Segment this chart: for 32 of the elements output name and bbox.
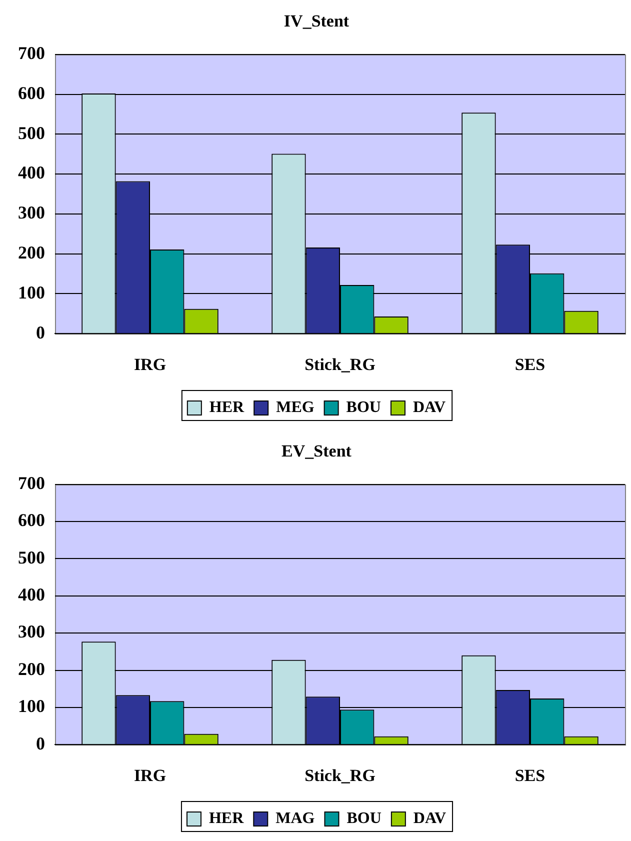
- legend-label: BOU: [346, 810, 382, 828]
- legend-label: BOU: [346, 399, 382, 416]
- y-tick-label: 300: [18, 622, 45, 642]
- x-tick-label: SES: [514, 355, 546, 374]
- y-tick-label: 400: [18, 162, 45, 183]
- x-tick-label: SES: [514, 766, 546, 786]
- legend-label: MEG: [276, 399, 315, 416]
- chart-title: EV_Stent: [282, 442, 352, 461]
- x-tick-label: IRG: [134, 766, 166, 786]
- y-tick-label: 0: [36, 322, 45, 342]
- y-tick-label: 200: [18, 658, 45, 679]
- legend-label: MAG: [276, 810, 316, 828]
- y-tick-label: 0: [36, 733, 45, 754]
- y-tick-label: 600: [18, 510, 45, 530]
- x-tick-label: Stick_RG: [304, 355, 376, 374]
- chart-title: IV_Stent: [284, 12, 350, 31]
- y-tick-label: 400: [18, 584, 45, 605]
- y-tick-label: 300: [18, 202, 45, 223]
- x-tick-label: IRG: [134, 355, 166, 374]
- y-tick-label: 600: [18, 82, 45, 103]
- legend-label: HER: [208, 810, 244, 828]
- x-tick-label: Stick_RG: [304, 766, 376, 786]
- y-tick-label: 700: [18, 43, 45, 64]
- y-tick-label: 100: [18, 282, 45, 302]
- y-tick-label: 100: [18, 696, 45, 716]
- y-tick-label: 700: [18, 473, 45, 494]
- legend-label: HER: [209, 399, 245, 416]
- legend-label: DAV: [412, 399, 446, 416]
- legend-label: DAV: [413, 810, 446, 828]
- y-tick-label: 200: [18, 242, 45, 262]
- y-tick-label: 500: [18, 547, 45, 568]
- y-tick-label: 500: [18, 122, 45, 143]
